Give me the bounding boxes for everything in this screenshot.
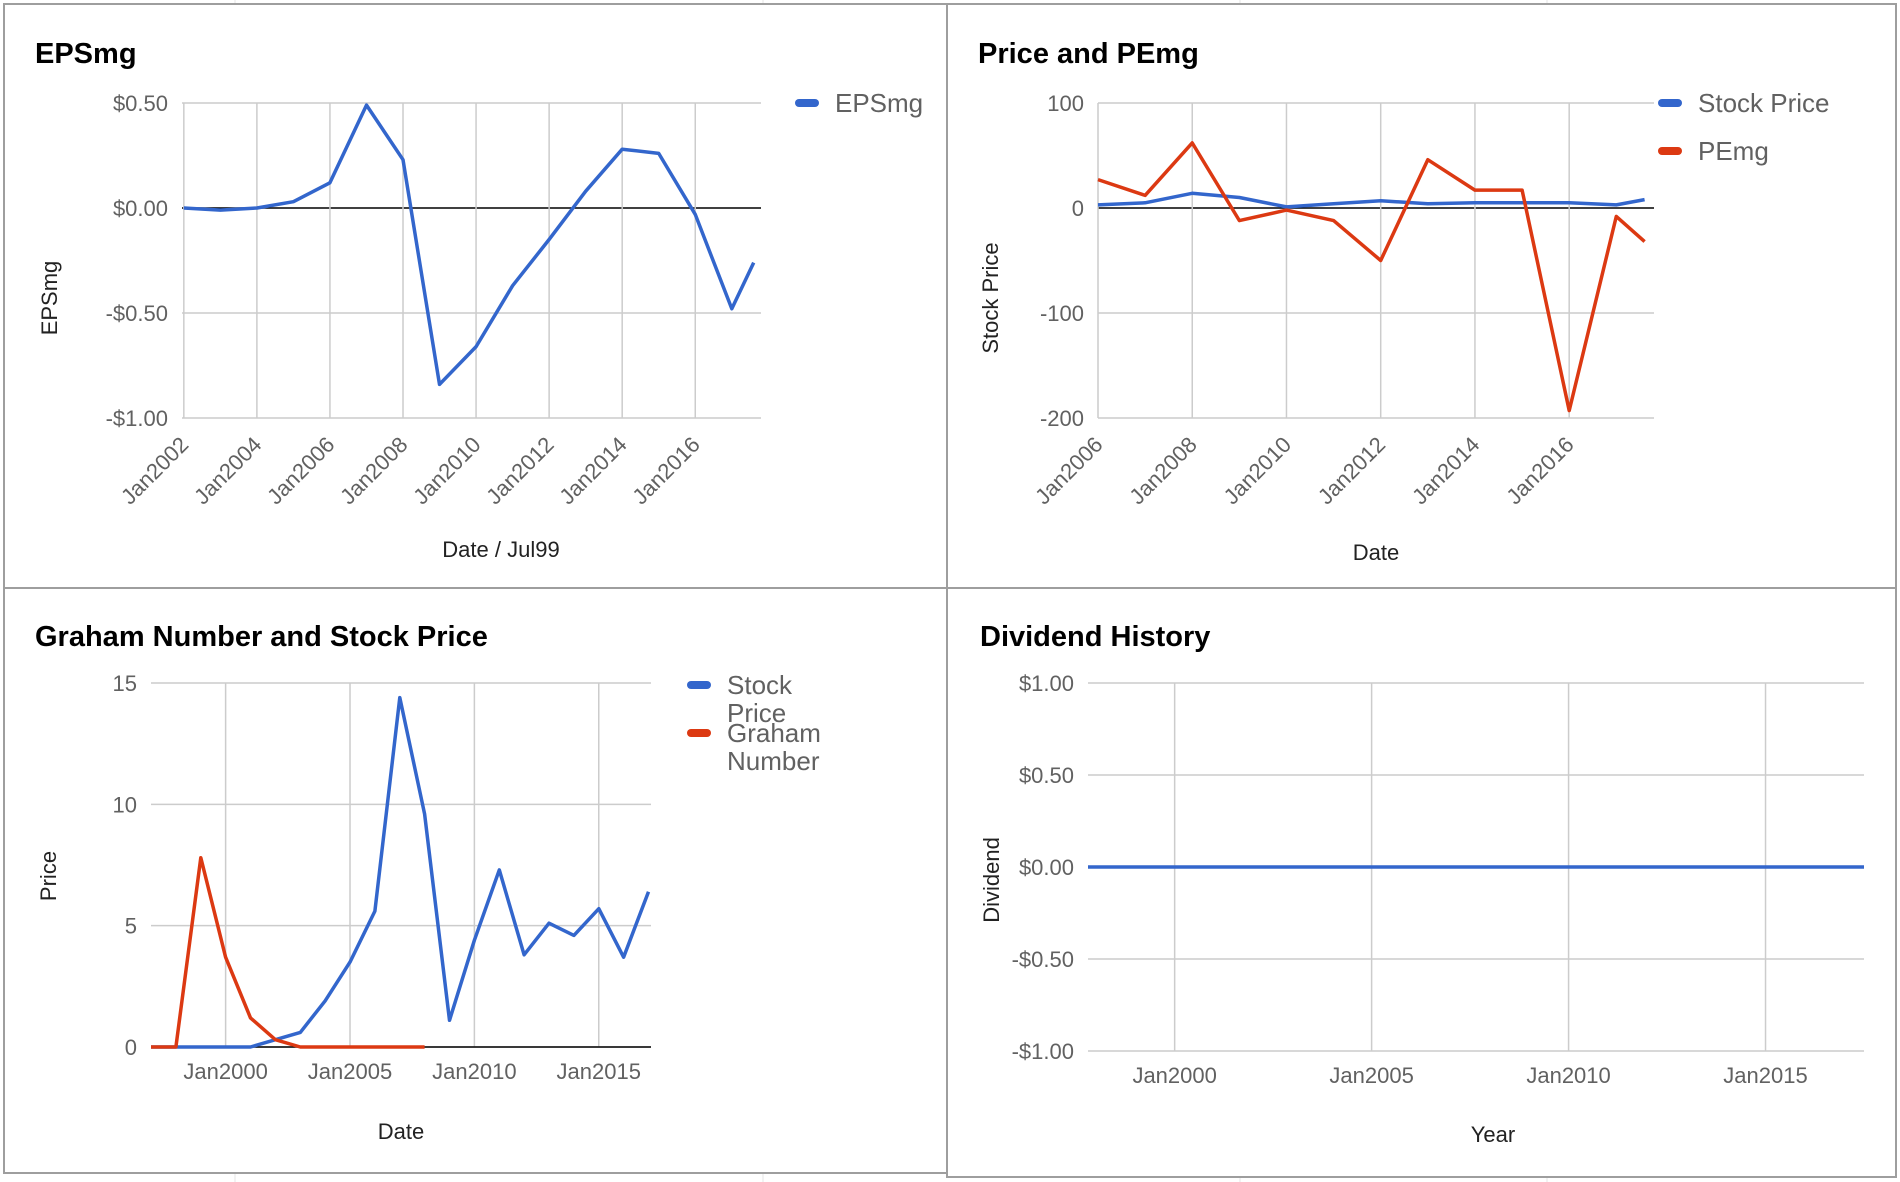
y-tick-label: -100 [1040, 301, 1084, 326]
x-tick-label: Jan2008 [1124, 432, 1201, 509]
x-tick-label: Jan2012 [1313, 432, 1390, 509]
y-tick-label: 15 [113, 671, 137, 696]
legend-swatch [1658, 99, 1682, 107]
x-tick-label: Jan2010 [408, 432, 485, 509]
legend-label: PEmg [1698, 136, 1769, 166]
x-tick-label: Jan2005 [308, 1059, 392, 1084]
y-tick-label: $0.00 [1019, 855, 1074, 880]
legend-label: Graham [727, 718, 821, 748]
legend-label: Stock [727, 670, 793, 700]
x-tick-label: Jan2008 [335, 432, 412, 509]
chart-title: EPSmg [35, 38, 137, 70]
x-tick-label: Jan2016 [627, 432, 704, 509]
x-tick-label: Jan2014 [1407, 432, 1484, 509]
x-tick-label: Jan2012 [481, 432, 558, 509]
chart-title: Graham Number and Stock Price [35, 621, 488, 653]
x-tick-label: Jan2016 [1501, 432, 1578, 509]
series-line[interactable] [151, 695, 651, 1049]
x-tick-label: Jan2002 [116, 432, 193, 509]
legend-swatch [1658, 147, 1682, 155]
y-tick-label: 0 [1072, 196, 1084, 221]
series-line[interactable] [151, 855, 425, 1049]
y-tick-label: $0.00 [113, 196, 168, 221]
y-axis-label: Dividend [979, 837, 1004, 923]
series-line[interactable] [1097, 141, 1646, 413]
y-tick-label: $0.50 [1019, 763, 1074, 788]
x-axis-label: Date [1353, 540, 1399, 565]
y-axis-label: Price [36, 851, 61, 901]
chart-title: Dividend History [980, 621, 1210, 653]
y-tick-label: -$0.50 [106, 301, 168, 326]
chart-dividend-history[interactable]: Dividend History $1.00 $0.50 $0.00 -$0.50 -$… [946, 587, 1897, 1178]
chart-price-and-pemg[interactable]: Price and PEmg 100 0 -100 -200 Jan2006 Jan200… [946, 3, 1897, 591]
x-tick-label: Jan2014 [554, 432, 631, 509]
chart-graham-number-svg: Graham Number and Stock Price 15 10 5 0 Jan2… [35, 621, 821, 1144]
y-tick-label: 0 [125, 1035, 137, 1060]
series-line[interactable] [1097, 191, 1645, 209]
chart-dividend-history-svg: Dividend History $1.00 $0.50 $0.00 -$0.50 -$… [979, 621, 1864, 1147]
legend-label: Stock Price [1698, 88, 1830, 118]
chart-title: Price and PEmg [978, 38, 1199, 70]
y-axis-label: EPSmg [37, 261, 62, 336]
x-tick-label: Jan2010 [1219, 432, 1296, 509]
legend-swatch [687, 729, 711, 737]
legend-swatch [687, 681, 711, 689]
chart-epsmg-svg: EPSmg $0.50$0.00-$0.50-$1.00Jan2002Jan20… [35, 38, 923, 562]
chart-epsmg[interactable]: EPSmg $0.50 $0.00 -$0.50 -$1.00 Jan2002 Jan20… [3, 3, 948, 591]
y-tick-label: 100 [1047, 91, 1084, 116]
y-tick-label: $0.50 [113, 91, 168, 116]
x-tick-label: Jan2005 [1329, 1063, 1413, 1088]
y-tick-label: 10 [113, 792, 137, 817]
y-tick-label: -$1.00 [1012, 1039, 1074, 1064]
y-tick-label: 5 [125, 914, 137, 939]
y-tick-label: -$0.50 [1012, 947, 1074, 972]
x-tick-label: Jan2015 [557, 1059, 641, 1084]
x-tick-label: Jan2000 [183, 1059, 267, 1084]
x-tick-label: Jan2000 [1132, 1063, 1216, 1088]
x-tick-label: Jan2006 [1030, 432, 1107, 509]
y-tick-label: -$1.00 [106, 406, 168, 431]
x-axis-label: Year [1471, 1122, 1515, 1147]
x-tick-label: Jan2006 [262, 432, 339, 509]
legend-label: Price [727, 698, 786, 728]
legend-swatch [795, 99, 819, 107]
chart-graham-number[interactable]: Graham Number and Stock Price 15 10 5 0 Jan2… [3, 587, 948, 1174]
x-axis-label: Date [378, 1119, 424, 1144]
legend-label: Number [727, 746, 820, 776]
x-tick-label: Jan2010 [1526, 1063, 1610, 1088]
x-axis-label: Date / Jul99 [442, 537, 559, 562]
legend-label: EPSmg [835, 88, 923, 118]
x-tick-label: Jan2015 [1723, 1063, 1807, 1088]
y-tick-label: $1.00 [1019, 671, 1074, 696]
x-tick-label: Jan2010 [432, 1059, 516, 1084]
x-tick-label: Jan2004 [189, 432, 266, 509]
series-line[interactable] [183, 103, 756, 387]
y-tick-label: -200 [1040, 406, 1084, 431]
y-axis-label: Stock Price [978, 242, 1003, 353]
